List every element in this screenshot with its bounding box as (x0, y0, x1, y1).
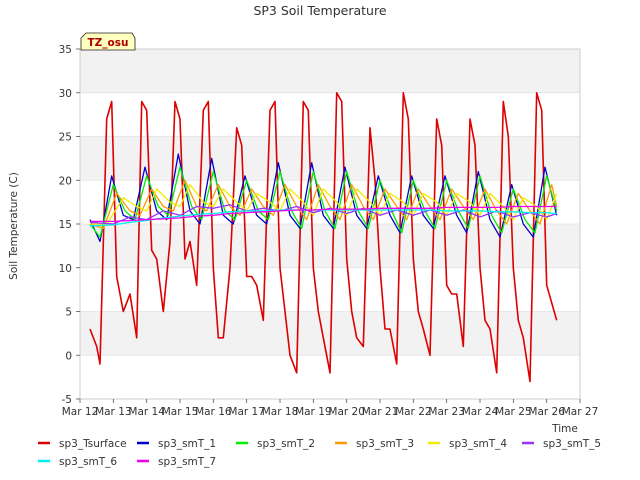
annotation-label: TZ_osu (88, 37, 129, 49)
x-tick-label: Mar 19 (295, 406, 332, 418)
y-tick-label: -5 (62, 394, 72, 406)
legend-label: sp3_smT_3 (356, 438, 414, 450)
y-tick-label: 5 (65, 307, 72, 319)
series-line-sp3_smT_7 (90, 205, 557, 223)
x-tick-label: Mar 17 (228, 406, 265, 418)
grid-band (80, 49, 580, 93)
series-line-sp3_smT_3 (89, 179, 558, 230)
series-line-sp3_smT_2 (89, 166, 558, 238)
legend-label: sp3_smT_6 (59, 456, 117, 468)
x-tick-label: Mar 24 (462, 406, 499, 418)
x-tick-label: Mar 13 (95, 406, 132, 418)
x-tick-label: Mar 23 (428, 406, 465, 418)
series-line-sp3_smT_6 (89, 209, 557, 227)
legend-label: sp3_smT_5 (543, 438, 601, 450)
x-tick-label: Mar 12 (62, 406, 99, 418)
legend-label: sp3_smT_7 (158, 456, 216, 468)
x-tick-label: Mar 25 (495, 406, 532, 418)
x-tick-label: Mar 18 (262, 406, 299, 418)
x-tick-label: Mar 21 (362, 406, 399, 418)
series-line-sp3_smT_1 (89, 153, 558, 243)
x-tick-label: Mar 22 (395, 406, 432, 418)
y-axis: -5 0 5 10 15 20 25 30 35 (59, 44, 80, 406)
series-line-sp3_smT_4 (90, 183, 558, 225)
y-tick-label: 20 (59, 175, 72, 187)
y-tick-label: 0 (65, 350, 72, 362)
x-tick-label: Mar 15 (162, 406, 199, 418)
y-tick-label: 30 (59, 88, 72, 100)
y-axis-label: Soil Temperature (C) (8, 172, 20, 280)
grid-bands (80, 48, 580, 400)
legend-label: sp3_smT_2 (257, 438, 315, 450)
legend-label: sp3_smT_1 (158, 438, 216, 450)
x-tick-label: Mar 27 (562, 406, 599, 418)
y-tick-label: 10 (59, 263, 72, 275)
x-tick-label: Mar 14 (128, 406, 165, 418)
x-tick-label: Mar 20 (328, 406, 365, 418)
legend-label: sp3_Tsurface (59, 438, 127, 450)
grid-band (80, 224, 580, 268)
series-layer (89, 92, 558, 383)
x-axis-label: Time (551, 423, 578, 435)
annotation-box: TZ_osu (80, 32, 136, 51)
x-tick-label: Mar 26 (528, 406, 565, 418)
y-tick-label: 25 (59, 132, 72, 144)
series-line-sp3_Tsurface (89, 92, 558, 383)
grid-band (80, 136, 580, 181)
y-tick-label: 15 (59, 219, 72, 231)
series-line-sp3_smT_5 (89, 204, 557, 225)
y-tick-label: 35 (59, 44, 72, 56)
legend: sp3_Tsurface sp3_smT_1 sp3_smT_2 sp3_smT_3 s… (38, 438, 601, 468)
x-tick-label: Mar 16 (195, 406, 232, 418)
legend-label: sp3_smT_4 (449, 438, 507, 450)
chart-title: SP3 Soil Temperature (253, 3, 386, 18)
